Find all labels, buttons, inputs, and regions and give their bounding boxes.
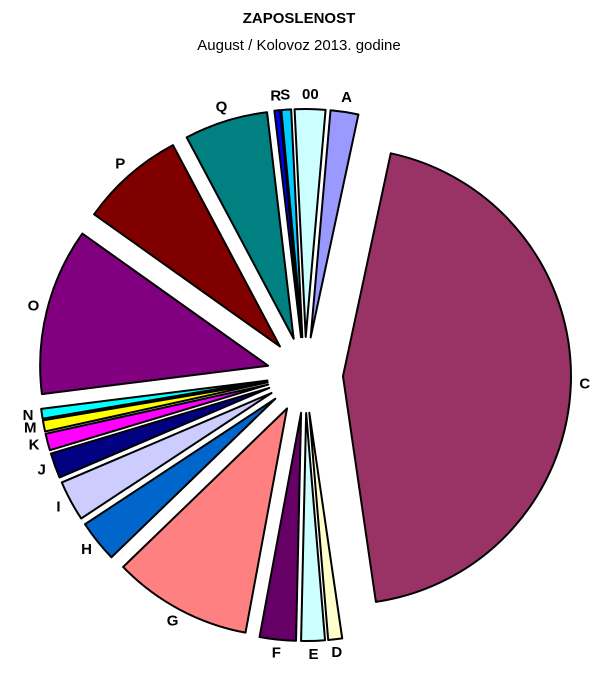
- pie-label-j: J: [38, 461, 46, 478]
- pie-label-d: D: [331, 644, 342, 661]
- pie-label-f: F: [272, 644, 281, 661]
- pie-label-c: C: [579, 375, 590, 392]
- pie-label-o: O: [28, 298, 40, 315]
- pie-label-a: A: [341, 89, 352, 106]
- pie-slice-r: [273, 109, 303, 339]
- pie-label-r: R: [270, 87, 281, 104]
- pie-slice-e: [300, 411, 327, 642]
- pie-slice-m: [41, 381, 269, 433]
- pie-label-q: Q: [216, 99, 228, 116]
- chart-title: ZAPOSLENOST: [242, 10, 356, 27]
- pie-label-i: I: [56, 498, 60, 515]
- pie-slice-f: [258, 411, 303, 642]
- pie-slice-o: [39, 232, 270, 396]
- pie-label-e: E: [308, 646, 318, 663]
- pie-slice-00: [293, 108, 327, 339]
- pie-label-g: G: [167, 613, 179, 630]
- pie-slice-p: [93, 144, 281, 348]
- pie-slice-h: [83, 397, 277, 559]
- pie-slice-g: [122, 407, 289, 634]
- chart-subtitle: August / Kolovoz 2013. godine: [197, 37, 401, 54]
- pie-slices: [39, 108, 572, 642]
- pie-slice-a: [309, 109, 360, 339]
- pie-label-k: K: [29, 437, 40, 454]
- pie-slice-k: [44, 383, 270, 452]
- pie-slice-s: [280, 108, 304, 339]
- pie-slice-c: [341, 152, 572, 603]
- pie-label-p: P: [115, 156, 125, 173]
- pie-label-n: N: [23, 407, 34, 424]
- pie-slice-j: [49, 386, 271, 479]
- pie-label-m: M: [24, 420, 37, 437]
- pie-label-00: 00: [302, 86, 319, 103]
- pie-label-h: H: [81, 541, 92, 558]
- pie-slice-n: [40, 379, 269, 420]
- pie-slice-d: [308, 411, 344, 641]
- pie-label-s: S: [280, 87, 290, 104]
- pie-slice-i: [60, 391, 273, 520]
- pie-slice-q: [185, 111, 295, 340]
